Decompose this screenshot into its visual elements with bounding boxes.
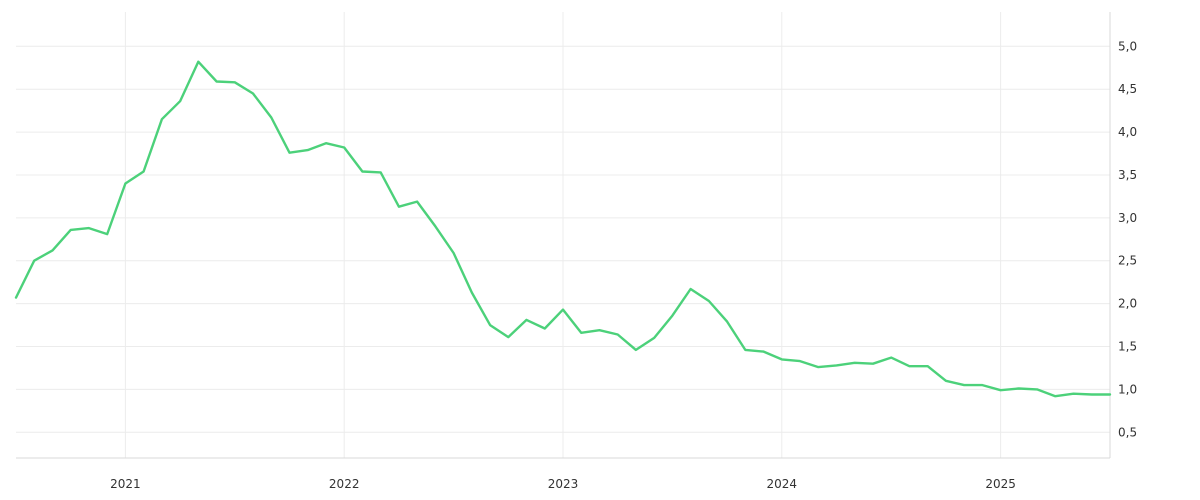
data-point	[1108, 393, 1112, 397]
data-point	[506, 335, 510, 339]
data-point	[14, 296, 18, 300]
data-point	[1017, 387, 1021, 391]
y-tick-label: 0,5	[1118, 425, 1137, 439]
x-tick-label: 2025	[985, 477, 1016, 491]
data-point	[470, 291, 474, 295]
data-point	[944, 379, 948, 383]
data-point	[51, 248, 55, 252]
data-point	[853, 361, 857, 365]
data-point	[1035, 387, 1039, 391]
x-tick-label: 2021	[110, 477, 141, 491]
data-point	[415, 200, 419, 204]
data-point	[907, 364, 911, 368]
data-point	[360, 170, 364, 174]
data-point	[306, 148, 310, 152]
data-point	[689, 287, 693, 291]
y-tick-label: 1,5	[1118, 340, 1137, 354]
data-point	[379, 170, 383, 174]
data-point	[543, 327, 547, 331]
data-point	[69, 228, 73, 232]
data-point	[32, 259, 36, 263]
data-point	[342, 146, 346, 150]
series-line	[14, 60, 1112, 398]
data-point	[561, 308, 565, 312]
data-point	[598, 328, 602, 332]
x-tick-label: 2023	[548, 477, 579, 491]
grid-lines	[16, 12, 1111, 459]
data-point	[798, 359, 802, 363]
data-point	[142, 170, 146, 174]
data-point	[816, 365, 820, 369]
data-point	[652, 336, 656, 340]
data-point	[725, 320, 729, 324]
y-tick-label: 3,5	[1118, 168, 1137, 182]
y-tick-label: 1,0	[1118, 382, 1137, 396]
data-point	[780, 357, 784, 361]
data-point	[980, 383, 984, 387]
data-point	[452, 251, 456, 255]
data-point	[634, 348, 638, 352]
data-point	[1072, 392, 1076, 396]
data-point	[743, 348, 747, 352]
data-point	[196, 60, 200, 64]
series-layer	[14, 60, 1112, 398]
y-tick-label: 5,0	[1118, 39, 1137, 53]
y-tick-label: 4,0	[1118, 125, 1137, 139]
data-point	[670, 314, 674, 318]
y-axis: 0,5 1,0 1,5 2,0 2,5 3,0 3,5 4,0 4,5 5,0	[1118, 39, 1137, 439]
data-point	[835, 363, 839, 367]
y-tick-label: 4,5	[1118, 82, 1137, 96]
data-point	[433, 224, 437, 228]
data-point	[233, 80, 237, 84]
x-tick-label: 2022	[329, 477, 360, 491]
y-tick-label: 3,0	[1118, 211, 1137, 225]
data-point	[324, 141, 328, 145]
data-point	[579, 331, 583, 335]
data-point	[525, 318, 529, 322]
data-point	[871, 362, 875, 366]
data-point	[123, 182, 127, 186]
data-point	[762, 350, 766, 354]
data-point	[178, 99, 182, 103]
data-point	[616, 333, 620, 337]
data-point	[999, 388, 1003, 392]
data-point	[488, 323, 492, 327]
data-point	[215, 80, 219, 84]
y-tick-label: 2,5	[1118, 254, 1137, 268]
x-axis: 2021 2022 2023 2024 2025	[110, 477, 1016, 491]
data-point	[889, 356, 893, 360]
data-point	[962, 383, 966, 387]
data-point	[707, 299, 711, 303]
y-tick-label: 2,0	[1118, 297, 1137, 311]
data-point	[397, 205, 401, 209]
data-point	[251, 92, 255, 96]
data-point	[269, 116, 273, 120]
x-tick-label: 2024	[767, 477, 798, 491]
data-point	[288, 151, 292, 155]
data-point	[1053, 394, 1057, 398]
data-point	[105, 232, 109, 236]
data-point	[1090, 393, 1094, 397]
data-point	[926, 364, 930, 368]
data-point	[87, 226, 91, 230]
data-point	[160, 117, 164, 121]
